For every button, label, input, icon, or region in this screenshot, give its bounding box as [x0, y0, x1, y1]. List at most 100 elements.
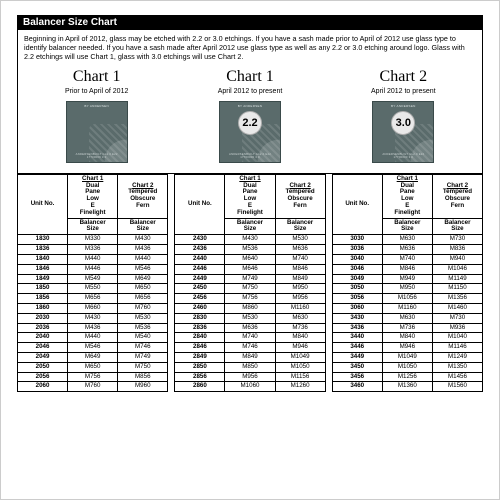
table-row: 1846M446M546 [18, 264, 168, 274]
balancer-table: Unit No.Chart 1DualPaneLowEFinelightChar… [332, 174, 483, 393]
cell-chart1: M950 [382, 284, 432, 294]
cell-unit: 3036 [332, 245, 382, 255]
cell-unit: 2046 [18, 343, 68, 353]
table-row: 1856M656M656 [18, 294, 168, 304]
cell-chart1: M546 [68, 343, 118, 353]
table-row: 3046M846M1046 [332, 264, 482, 274]
cell-chart2: M1146 [432, 343, 482, 353]
cell-chart2: M1260 [275, 382, 325, 392]
col-chart1: Chart 1DualPaneLowEFinelight [382, 174, 432, 218]
cell-chart2: M1156 [275, 372, 325, 382]
cell-unit: 3430 [332, 313, 382, 323]
table-row: 2860M1060M1260 [175, 382, 325, 392]
cell-unit: 2436 [175, 245, 225, 255]
cell-chart2: M760 [118, 303, 168, 313]
cell-chart2: M536 [118, 323, 168, 333]
table-row: 2046M546M746 [18, 343, 168, 353]
cell-unit: 1846 [18, 264, 68, 274]
table-row: 1840M440M440 [18, 254, 168, 264]
cell-chart2: M1350 [432, 362, 482, 372]
table-row: 2460M860M1160 [175, 303, 325, 313]
chart-title: Chart 2 [331, 67, 476, 87]
balancer-table: Unit No.Chart 1DualPaneLowEFinelightChar… [174, 174, 325, 393]
glass-sample-icon: BY ANDERSEN 2.2 ANDERSENBUILT GL2.0 E22 … [219, 101, 281, 163]
table-row: 3460M1360M1560 [332, 382, 482, 392]
cell-unit: 2849 [175, 353, 225, 363]
table-row: 3060M1160M1460 [332, 303, 482, 313]
cell-chart1: M746 [225, 343, 275, 353]
cell-chart2: M750 [118, 362, 168, 372]
chart-title: Chart 1 [24, 67, 169, 87]
cell-chart1: M850 [225, 362, 275, 372]
cell-unit: 2440 [175, 254, 225, 264]
cell-unit: 3056 [332, 294, 382, 304]
cell-unit: 2860 [175, 382, 225, 392]
chart-subtitle: April 2012 to present [331, 88, 476, 97]
cell-chart1: M749 [225, 274, 275, 284]
col-chart2: Chart 2TemperedObscureFern [432, 174, 482, 218]
cell-chart2: M1249 [432, 353, 482, 363]
col-unit: Unit No. [175, 174, 225, 235]
cell-unit: 2850 [175, 362, 225, 372]
cell-chart1: M1056 [382, 294, 432, 304]
table-row: 2060M760M960 [18, 382, 168, 392]
cell-chart2: M1149 [432, 274, 482, 284]
cell-unit: 2840 [175, 333, 225, 343]
cell-chart2: M1046 [432, 264, 482, 274]
table-row: 2050M650M750 [18, 362, 168, 372]
table-row: 3440M840M1040 [332, 333, 482, 343]
cell-chart1: M740 [225, 333, 275, 343]
cell-unit: 1830 [18, 235, 68, 245]
cell-chart2: M1356 [432, 294, 482, 304]
table-row: 3049M949M1149 [332, 274, 482, 284]
cell-unit: 3460 [332, 382, 382, 392]
cell-unit: 1856 [18, 294, 68, 304]
cell-chart2: M649 [118, 274, 168, 284]
cell-chart2: M430 [118, 235, 168, 245]
cell-chart2: M436 [118, 245, 168, 255]
cell-unit: 3456 [332, 372, 382, 382]
cell-chart2: M950 [275, 284, 325, 294]
cell-chart2: M956 [275, 294, 325, 304]
cell-chart2: M1456 [432, 372, 482, 382]
table-row: 2030M430M530 [18, 313, 168, 323]
balancer-table: Unit No.Chart 1DualPaneLowEFinelightChar… [17, 174, 168, 393]
cell-chart2: M630 [275, 313, 325, 323]
chart-block-1: Chart 1 Prior to April of 2012 BY ANDERS… [24, 67, 169, 163]
cell-chart1: M840 [382, 333, 432, 343]
cell-chart2: M740 [275, 254, 325, 264]
page-title: Balancer Size Chart [23, 17, 117, 28]
cell-chart1: M630 [382, 235, 432, 245]
cell-chart2: M849 [275, 274, 325, 284]
col-chart1: Chart 1DualPaneLowEFinelight [225, 174, 275, 218]
cell-chart2: M1150 [432, 284, 482, 294]
cell-unit: 2856 [175, 372, 225, 382]
table-row: 3450M1050M1350 [332, 362, 482, 372]
cell-chart1: M550 [68, 284, 118, 294]
table-row: 2036M436M536 [18, 323, 168, 333]
cell-unit: 1836 [18, 245, 68, 255]
table-row: 2450M750M950 [175, 284, 325, 294]
cell-unit: 2830 [175, 313, 225, 323]
page: Balancer Size Chart Beginning in April o… [0, 0, 500, 500]
table-row: 1850M550M650 [18, 284, 168, 294]
cell-unit: 1840 [18, 254, 68, 264]
cell-chart2: M1460 [432, 303, 482, 313]
table-row: 2836M636M736 [175, 323, 325, 333]
cell-chart1: M846 [382, 264, 432, 274]
cell-unit: 1849 [18, 274, 68, 284]
col-chart2: Chart 2TemperedObscureFern [118, 174, 168, 218]
cell-unit: 2060 [18, 382, 68, 392]
cell-chart1: M1050 [382, 362, 432, 372]
cell-chart1: M446 [68, 264, 118, 274]
table-row: 2449M749M849 [175, 274, 325, 284]
col-balancer-size: BalancerSize [225, 218, 275, 235]
cell-chart1: M636 [382, 245, 432, 255]
intro-box: Beginning in April of 2012, glass may be… [17, 30, 483, 174]
cell-chart2: M936 [432, 323, 482, 333]
cell-chart2: M530 [118, 313, 168, 323]
cell-chart2: M1049 [275, 353, 325, 363]
cell-unit: 2040 [18, 333, 68, 343]
table-row: 3040M740M940 [332, 254, 482, 264]
cell-chart1: M1049 [382, 353, 432, 363]
